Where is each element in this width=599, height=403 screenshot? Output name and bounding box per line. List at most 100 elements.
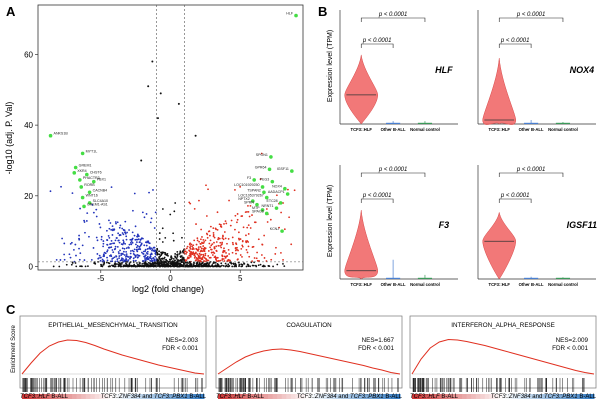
volcano-point (190, 251, 193, 254)
gsea-rank-segment (372, 394, 378, 399)
volcano-point (218, 265, 221, 268)
volcano-point (249, 204, 252, 207)
volcano-point (241, 263, 244, 266)
gsea-rank-segment (149, 394, 155, 399)
volcano-point (276, 263, 279, 266)
volcano-point (199, 242, 202, 245)
volcano-point (161, 251, 164, 254)
volcano-point (124, 232, 127, 235)
volcano-point (251, 214, 253, 216)
volcano-point (165, 258, 167, 261)
volcano-point (118, 257, 120, 260)
volcano-point (146, 255, 149, 258)
volcano-point (117, 239, 120, 242)
volcano-point (225, 252, 227, 254)
gsea-rank-segment (26, 394, 32, 399)
volcano-point (190, 243, 193, 246)
violin-panel-f3: TCF3::HLF Other B-ALL Normal control p < 0.… (327, 165, 458, 287)
volcano-point (83, 221, 86, 223)
volcano-point (252, 264, 255, 267)
volcano-point (123, 229, 126, 232)
volcano-point (111, 225, 114, 228)
volcano-point (221, 241, 224, 244)
volcano-point (114, 221, 117, 223)
volcano-point (110, 186, 113, 189)
volcano-point (158, 256, 160, 259)
volcano-point (223, 223, 225, 225)
volcano-point (113, 256, 116, 259)
gsea-rank-segment (452, 394, 458, 399)
volcano-point (95, 208, 98, 211)
volcano-point (282, 202, 284, 204)
volcano-point (81, 244, 84, 247)
volcano-highlight-point (274, 206, 279, 210)
violin-shape (482, 57, 517, 125)
volcano-point (132, 257, 135, 260)
violin-category-label: TCF3::HLF (351, 127, 373, 132)
violin-category-label: Other B-ALL (519, 127, 544, 132)
volcano-point (79, 207, 81, 210)
volcano-point (78, 234, 80, 237)
volcano-point (132, 250, 135, 253)
volcano-point (110, 246, 113, 249)
volcano-point (144, 259, 147, 262)
volcano-point (151, 249, 153, 252)
gsea-rank-segment (448, 394, 454, 399)
volcano-point (148, 242, 151, 245)
volcano-point (92, 247, 95, 249)
volcano-point (133, 234, 136, 237)
volcano-point (203, 248, 206, 251)
volcano-point (234, 246, 237, 249)
violin-category-label: TCF3::HLF (489, 127, 511, 132)
volcano-point (235, 252, 237, 255)
volcano-point (231, 251, 234, 254)
volcano-point (216, 263, 219, 265)
gsea-rank-segment (113, 394, 119, 399)
volcano-highlight-point (285, 192, 290, 196)
volcano-point (175, 261, 178, 264)
gsea-rank-segment (58, 394, 64, 399)
volcano-point (49, 190, 52, 193)
gsea-rank-segment (222, 394, 228, 399)
violin-category-label: Normal control (410, 282, 440, 287)
volcano-point (257, 238, 260, 241)
volcano-point (121, 247, 124, 250)
volcano-point (117, 263, 120, 266)
volcano-point (110, 228, 113, 231)
volcano-point (231, 241, 234, 244)
volcano-point (132, 209, 134, 212)
volcano-point (125, 250, 128, 253)
volcano-point (150, 262, 152, 265)
volcano-point (91, 204, 94, 206)
volcano-point (120, 254, 123, 257)
volcano-point (118, 252, 120, 255)
volcano-point (143, 244, 146, 247)
volcano-point (260, 254, 263, 256)
volcano-point (260, 152, 263, 155)
volcano-xtick-label: 5 (238, 274, 243, 283)
volcano-point (247, 210, 250, 213)
volcano-point (141, 263, 144, 265)
gsea-rank-segment (108, 394, 114, 399)
volcano-point (235, 263, 237, 266)
violin-category-label: Other B-ALL (381, 127, 406, 132)
gsea-rank-segment (580, 394, 586, 399)
volcano-point (144, 255, 146, 258)
gsea-right-suffix: B-ALL (578, 394, 597, 400)
volcano-point (196, 262, 198, 265)
gsea-rank-segment (22, 394, 28, 399)
volcano-point (145, 213, 148, 215)
volcano-point (98, 254, 101, 257)
volcano-point (117, 251, 120, 253)
gsea-fdr: FDR < 0.001 (552, 345, 588, 352)
volcano-point (236, 218, 239, 221)
volcano-point (221, 264, 223, 267)
volcano-point (215, 258, 217, 261)
volcano-point (221, 237, 224, 240)
volcano-point (199, 246, 202, 248)
volcano-highlight-point (80, 195, 85, 200)
volcano-point (75, 265, 78, 268)
volcano-point (140, 159, 143, 162)
volcano-point (230, 219, 233, 222)
